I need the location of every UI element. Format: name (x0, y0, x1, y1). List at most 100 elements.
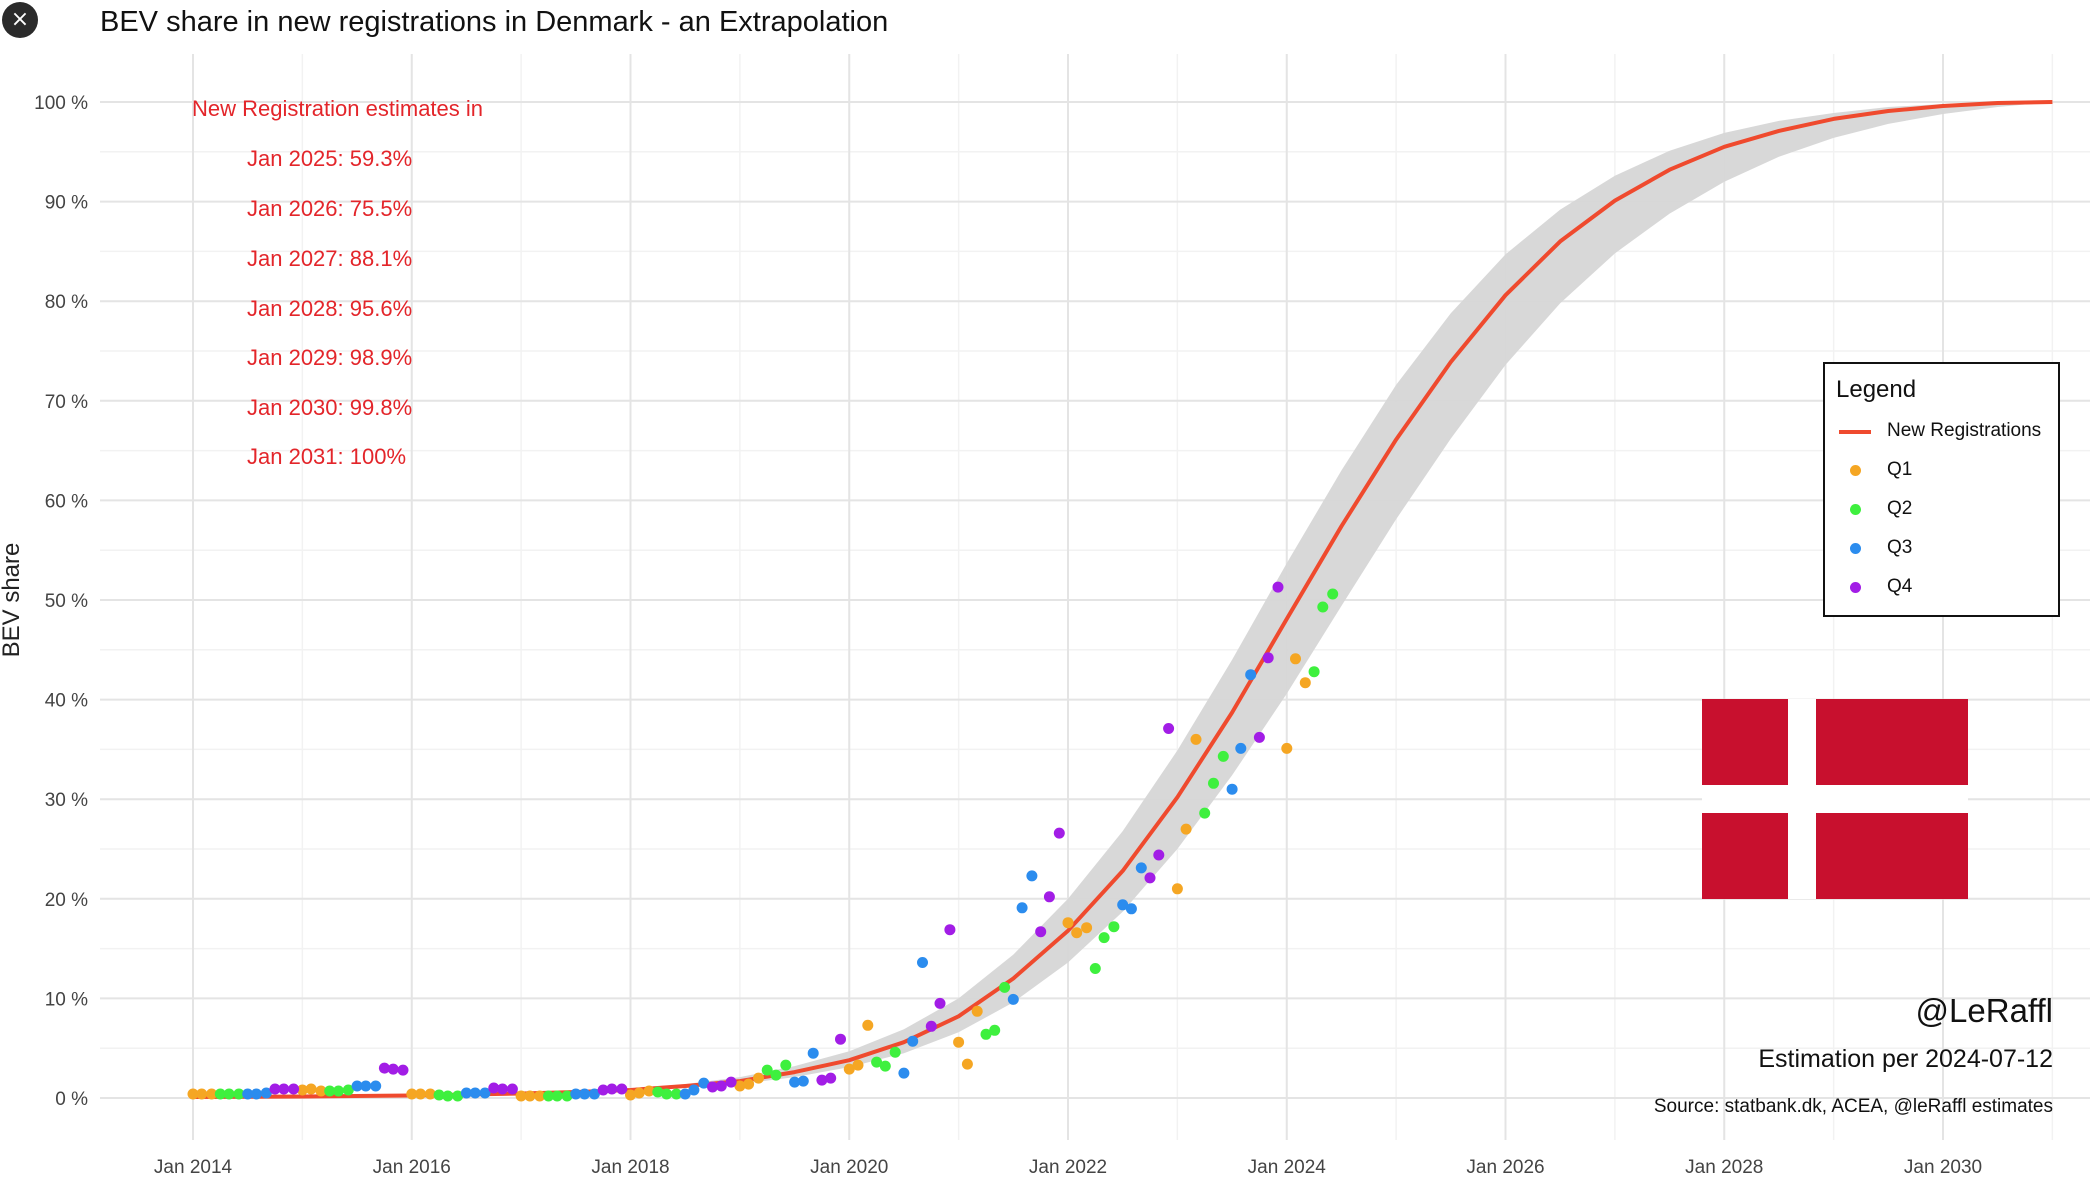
estimation-date: Estimation per 2024-07-12 (1758, 1045, 2053, 1073)
data-point-q2 (233, 1088, 245, 1100)
data-points (187, 581, 1339, 1102)
estimate-2028: Jan 2028: 95.6% (247, 296, 413, 321)
close-button[interactable]: × (2, 2, 38, 38)
data-point-q4 (387, 1063, 399, 1075)
data-point-q2 (452, 1090, 464, 1102)
data-point-q4 (934, 997, 946, 1009)
data-point-q1 (187, 1088, 199, 1100)
data-point-q1 (971, 1005, 983, 1017)
data-point-q3 (370, 1080, 382, 1092)
legend: Legend New Registrations Q1 Q2 Q3 Q4 (1823, 362, 2060, 617)
x-tick-label: Jan 2020 (810, 1157, 888, 1178)
data-point-q2 (324, 1085, 336, 1097)
data-point-q1 (534, 1090, 546, 1102)
source-note: Source: statbank.dk, ACEA, @leRaffl esti… (1653, 1096, 2053, 1117)
y-tick-label: 80 % (45, 292, 88, 313)
data-point-q2 (1208, 777, 1219, 789)
x-tick-label: Jan 2030 (1904, 1157, 1982, 1178)
data-point-q1 (305, 1083, 317, 1095)
data-point-q1 (406, 1088, 418, 1100)
data-point-q1 (743, 1078, 755, 1090)
data-point-q3 (807, 1047, 819, 1059)
estimate-2026: Jan 2026: 75.5% (247, 196, 413, 221)
estimate-2025: Jan 2025: 59.3% (247, 146, 413, 171)
data-point-q1 (1290, 653, 1301, 665)
legend-dot-swatch (1850, 465, 1861, 476)
data-point-q2 (980, 1028, 992, 1040)
legend-label: Q2 (1887, 498, 1913, 519)
data-point-q3 (588, 1088, 600, 1100)
y-tick-label: 70 % (45, 392, 88, 413)
data-point-q4 (597, 1084, 609, 1096)
x-tick-labels: Jan 2014 Jan 2016 Jan 2018 Jan 2020 Jan 2022… (154, 1157, 1982, 1178)
data-point-q3 (460, 1087, 472, 1099)
data-point-q3 (1125, 903, 1137, 915)
data-point-q2 (780, 1059, 792, 1071)
data-point-q1 (1071, 927, 1083, 939)
x-tick-label: Jan 2028 (1685, 1157, 1763, 1178)
denmark-flag-icon (1702, 699, 1968, 899)
data-point-q3 (260, 1087, 272, 1099)
data-point-q2 (1089, 963, 1101, 974)
data-point-q2 (342, 1084, 354, 1096)
data-point-q2 (551, 1090, 563, 1102)
data-point-q2 (223, 1088, 235, 1100)
legend-title: Legend (1836, 376, 1917, 403)
data-point-q3 (1117, 899, 1129, 911)
data-point-q2 (543, 1090, 554, 1102)
data-point-q2 (1217, 750, 1229, 762)
data-point-q1 (515, 1090, 527, 1102)
data-point-q4 (269, 1083, 281, 1095)
data-point-q2 (1308, 666, 1320, 678)
data-point-q4 (1035, 926, 1047, 938)
data-point-q3 (1007, 993, 1019, 1005)
data-point-q1 (1190, 733, 1202, 745)
data-point-q3 (1226, 783, 1238, 795)
data-point-q1 (1171, 883, 1183, 895)
legend-item-q2: Q2 (1835, 494, 2055, 524)
estimate-2027: Jan 2027: 88.1% (247, 246, 413, 271)
data-point-q2 (1199, 807, 1211, 819)
x-tick-label: Jan 2026 (1466, 1157, 1544, 1178)
data-point-q1 (1281, 742, 1293, 754)
data-point-q2 (871, 1056, 883, 1068)
legend-dot-swatch (1850, 582, 1861, 593)
data-point-q2 (442, 1090, 454, 1102)
y-axis-label: BEV share (0, 542, 25, 658)
data-point-q4 (835, 1033, 846, 1045)
x-tick-label: Jan 2014 (154, 1157, 233, 1178)
data-point-q3 (907, 1035, 919, 1047)
data-point-q3 (250, 1088, 262, 1100)
legend-label: Q4 (1887, 576, 1913, 597)
data-point-q4 (488, 1082, 500, 1094)
data-point-q4 (715, 1080, 727, 1092)
data-point-q1 (315, 1085, 327, 1097)
data-point-q4 (816, 1074, 828, 1086)
data-point-q3 (789, 1076, 801, 1088)
data-point-q2 (433, 1089, 445, 1101)
confidence-band-area (193, 102, 2053, 1097)
data-point-q4 (1144, 872, 1156, 884)
legend-dot-swatch (1850, 504, 1861, 515)
estimates-header: New Registration estimates in (192, 96, 484, 121)
legend-item-new-registrations: New Registrations (1835, 416, 2055, 446)
data-point-q2 (333, 1085, 344, 1097)
data-point-q2 (661, 1088, 673, 1100)
data-point-q2 (989, 1024, 1001, 1036)
data-point-q4 (1153, 849, 1165, 861)
data-point-q2 (1327, 588, 1339, 600)
estimate-2029: Jan 2029: 98.9% (247, 345, 413, 370)
data-point-q1 (196, 1088, 208, 1100)
data-point-q1 (843, 1063, 855, 1075)
y-tick-labels: 0 % 10 % 20 % 30 % 40 % 50 % 60 % 70 % 80 % 90 % 1… (34, 93, 88, 1110)
data-point-q3 (698, 1077, 710, 1089)
data-point-q4 (1163, 723, 1175, 734)
data-point-q2 (670, 1088, 682, 1100)
data-point-q3 (917, 957, 928, 968)
data-point-q1 (424, 1088, 436, 1100)
data-point-q3 (360, 1080, 372, 1092)
data-point-q2 (652, 1086, 664, 1098)
data-point-q1 (1180, 823, 1192, 835)
data-point-q1 (1062, 917, 1074, 929)
